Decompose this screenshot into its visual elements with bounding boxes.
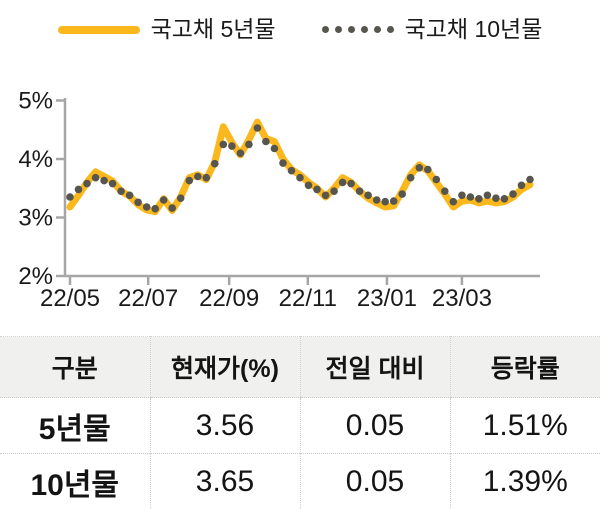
svg-text:4%: 4%: [18, 146, 53, 173]
legend-label-5y: 국고채 5년물: [151, 18, 276, 41]
table-cell: 0.05: [300, 398, 450, 454]
table-cell: 1.39%: [450, 454, 600, 509]
svg-text:3%: 3%: [18, 205, 53, 232]
svg-text:23/03: 23/03: [432, 285, 492, 312]
table-header-cell: 전일 대비: [300, 337, 450, 398]
svg-text:22/09: 22/09: [199, 285, 259, 312]
svg-text:5%: 5%: [18, 88, 53, 115]
legend-line-swatch-5y: [58, 26, 140, 34]
table-header-cell: 등락률: [450, 337, 600, 398]
table-cell: 1.51%: [450, 398, 600, 454]
table-row: 10년물 3.65 0.05 1.39%: [0, 454, 600, 509]
table-cell: 3.56: [150, 398, 300, 454]
bond-table: 구분 현재가(%) 전일 대비 등락률 5년물 3.56 0.05 1.51% …: [0, 336, 600, 509]
table-header-cell: 현재가(%): [150, 337, 300, 398]
svg-text:22/11: 22/11: [279, 285, 337, 312]
legend-dot: [322, 26, 329, 33]
table-cell: 5년물: [0, 398, 150, 454]
legend-dot: [387, 26, 394, 33]
table-header-cell: 구분: [0, 337, 150, 398]
svg-text:23/01: 23/01: [357, 285, 417, 312]
chart-legend: 국고채 5년물 국고채 10년물: [0, 18, 600, 41]
legend-dots-swatch-10y: [322, 26, 394, 33]
legend-item-10y: 국고채 10년물: [322, 18, 543, 41]
table-cell: 10년물: [0, 454, 150, 509]
legend-dot: [374, 26, 381, 33]
table-cell: 3.65: [150, 454, 300, 509]
legend-item-5y: 국고채 5년물: [58, 18, 276, 41]
legend-dot: [335, 26, 342, 33]
svg-text:22/05: 22/05: [40, 285, 100, 312]
table-header-row: 구분 현재가(%) 전일 대비 등락률: [0, 337, 600, 398]
svg-text:22/07: 22/07: [118, 285, 178, 312]
legend-label-10y: 국고채 10년물: [405, 18, 543, 41]
legend-dot: [348, 26, 355, 33]
table-row: 5년물 3.56 0.05 1.51%: [0, 398, 600, 454]
legend-dot: [361, 26, 368, 33]
table-cell: 0.05: [300, 454, 450, 509]
